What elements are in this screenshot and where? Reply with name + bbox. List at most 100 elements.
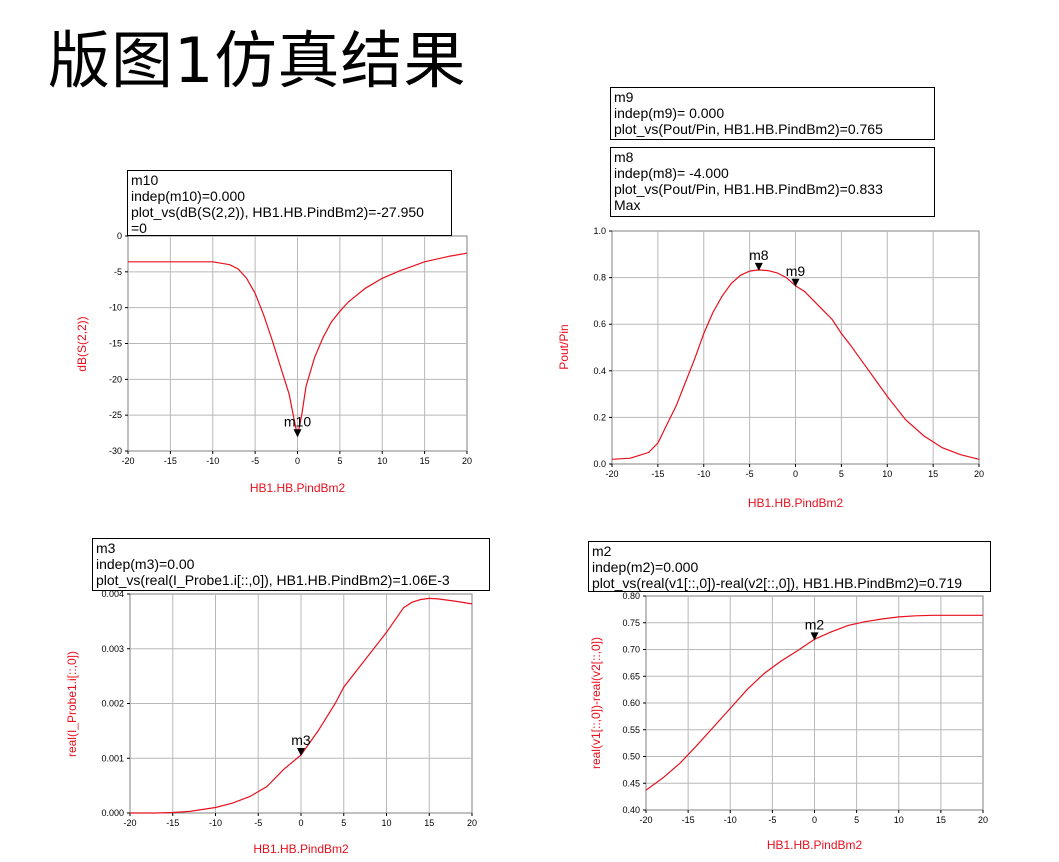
y-axis-label: Pout/Pin	[557, 324, 571, 369]
y-tick-label: -30	[109, 446, 122, 456]
y-tick-label: 0.45	[622, 778, 640, 788]
marker-readout-line: indep(m10)=0.000	[131, 188, 246, 204]
marker-m2-triangle	[810, 632, 819, 641]
x-tick-label: 10	[377, 456, 387, 466]
x-tick-label: -5	[251, 456, 259, 466]
marker-readout-line: m8	[614, 149, 634, 165]
y-tick-label: -10	[109, 303, 122, 313]
y-tick-label: 0.004	[101, 589, 124, 599]
x-tick-label: 15	[424, 818, 434, 828]
y-tick-label: 0.4	[593, 366, 606, 376]
y-tick-label: 0.000	[101, 808, 124, 818]
y-axis-label: real(v1[::,0])-real(v2[::,0])	[589, 637, 603, 769]
y-tick-label: 0.65	[622, 671, 640, 681]
x-tick-label: 5	[341, 818, 346, 828]
x-tick-label: 20	[974, 469, 984, 479]
x-tick-label: -15	[166, 818, 179, 828]
chart-s22: -20 -15 -10 -5 0 5 10 15 20 0 -5 -10 -15 -20 -25 -30 HB1…	[75, 231, 472, 495]
x-tick-label: -20	[123, 818, 136, 828]
marker-readout-line: indep(m3)=0.00	[96, 556, 195, 572]
x-tick-label: 5	[854, 815, 859, 825]
y-tick-label: 0.6	[593, 319, 606, 329]
series-line	[130, 597, 473, 814]
x-tick-label: 15	[420, 456, 430, 466]
y-tick-label: 0.003	[101, 644, 124, 654]
marker-readout-m2: m2 indep(m2)=0.000 plot_vs(real(v1[::,0]…	[588, 541, 991, 592]
x-tick-label: -10	[206, 456, 219, 466]
marker-m10-triangle	[293, 429, 302, 438]
marker-readout-line: m3	[96, 540, 116, 556]
y-tick-label: 0.0	[593, 459, 606, 469]
series-line	[128, 252, 468, 437]
marker-readout-line: m10	[131, 172, 159, 188]
x-tick-label: 10	[894, 815, 904, 825]
x-axis-label: HB1.HB.PindBm2	[748, 496, 844, 510]
marker-m9-triangle	[791, 278, 800, 287]
y-tick-label: 0.002	[101, 699, 124, 709]
x-tick-label: -10	[209, 818, 222, 828]
y-tick-label: -20	[109, 374, 122, 384]
y-tick-label: -5	[114, 267, 122, 277]
x-tick-label: 20	[467, 818, 477, 828]
x-tick-label: 5	[839, 469, 844, 479]
y-axis-label: dB(S(2,2))	[75, 316, 89, 371]
x-tick-label: -20	[121, 456, 134, 466]
marker-readout-line: plot_vs(Pout/Pin, HB1.HB.PindBm2)=0.765	[614, 121, 883, 137]
x-tick-label: -15	[164, 456, 177, 466]
marker-readout-line: m9	[614, 89, 634, 105]
marker-readout-line: Max	[614, 197, 641, 213]
y-tick-label: 0.55	[622, 725, 640, 735]
marker-readout-line: plot_vs(real(I_Probe1.i[::,0]), HB1.HB.P…	[96, 572, 450, 588]
x-tick-label: -10	[724, 815, 737, 825]
marker-readout-m3: m3 indep(m3)=0.00 plot_vs(real(I_Probe1.…	[92, 538, 490, 591]
y-tick-label: 0	[117, 231, 122, 241]
x-tick-label: 10	[381, 818, 391, 828]
y-tick-label: 0.60	[622, 698, 640, 708]
y-tick-label: 0.70	[622, 645, 640, 655]
marker-m8-triangle	[754, 262, 763, 271]
x-tick-label: 20	[462, 456, 472, 466]
x-tick-label: -10	[697, 469, 710, 479]
chart-vdiff: -20 -15 -10 -5 0 5 10 15 20 0.40 0.45 0.50 0.55 0.60 0…	[589, 591, 988, 852]
y-tick-label: 0.8	[593, 273, 606, 283]
x-tick-label: -5	[768, 815, 776, 825]
chart-probe: -20 -15 -10 -5 0 5 10 15 20 0.000 0.001 0.002 0.003 0…	[65, 589, 477, 856]
marker-m2-label: m2	[805, 616, 825, 632]
series-line	[611, 269, 980, 460]
marker-m3-label: m3	[291, 732, 311, 748]
x-tick-label: -15	[682, 815, 695, 825]
marker-readout-line: plot_vs(dB(S(2,2)), HB1.HB.PindBm2)=-27.…	[131, 204, 424, 220]
x-tick-label: -20	[605, 469, 618, 479]
marker-readout-m10: m10 indep(m10)=0.000 plot_vs(dB(S(2,2)),…	[127, 170, 452, 236]
y-tick-label: 0.80	[622, 591, 640, 601]
y-tick-label: 1.0	[593, 226, 606, 236]
x-tick-label: 15	[928, 469, 938, 479]
x-axis-label: HB1.HB.PindBm2	[767, 838, 863, 852]
x-tick-label: -20	[639, 815, 652, 825]
x-tick-label: 0	[793, 469, 798, 479]
marker-readout-line: indep(m2)=0.000	[592, 559, 699, 575]
marker-readout-line: indep(m9)= 0.000	[614, 105, 725, 121]
y-tick-label: 0.75	[622, 618, 640, 628]
page-title: 版图1仿真结果	[48, 24, 467, 97]
x-tick-label: 20	[978, 815, 988, 825]
y-tick-label: 0.50	[622, 752, 640, 762]
x-tick-label: 15	[936, 815, 946, 825]
y-tick-label: 0.2	[593, 412, 606, 422]
x-axis-label: HB1.HB.PindBm2	[253, 842, 349, 856]
marker-readout-m8: m8 indep(m8)= -4.000 plot_vs(Pout/Pin, H…	[610, 147, 935, 217]
y-tick-label: -15	[109, 339, 122, 349]
marker-readout-line: m2	[592, 543, 612, 559]
marker-m3-triangle	[297, 747, 305, 756]
x-tick-label: -5	[254, 818, 262, 828]
x-tick-label: 5	[337, 456, 342, 466]
chart-poutpin: -20 -15 -10 -5 0 5 10 15 20 0.0 0.2 0.4 0.6 0.8 1.0 HB1…	[557, 226, 984, 510]
y-axis-label: real(I_Probe1.i[::,0])	[65, 651, 79, 757]
marker-m10-label: m10	[284, 413, 311, 429]
marker-readout-line: =0	[131, 220, 147, 236]
y-tick-label: 0.40	[622, 805, 640, 815]
x-tick-label: -5	[746, 469, 754, 479]
x-tick-label: 0	[295, 456, 300, 466]
marker-readout-line: plot_vs(Pout/Pin, HB1.HB.PindBm2)=0.833	[614, 181, 883, 197]
